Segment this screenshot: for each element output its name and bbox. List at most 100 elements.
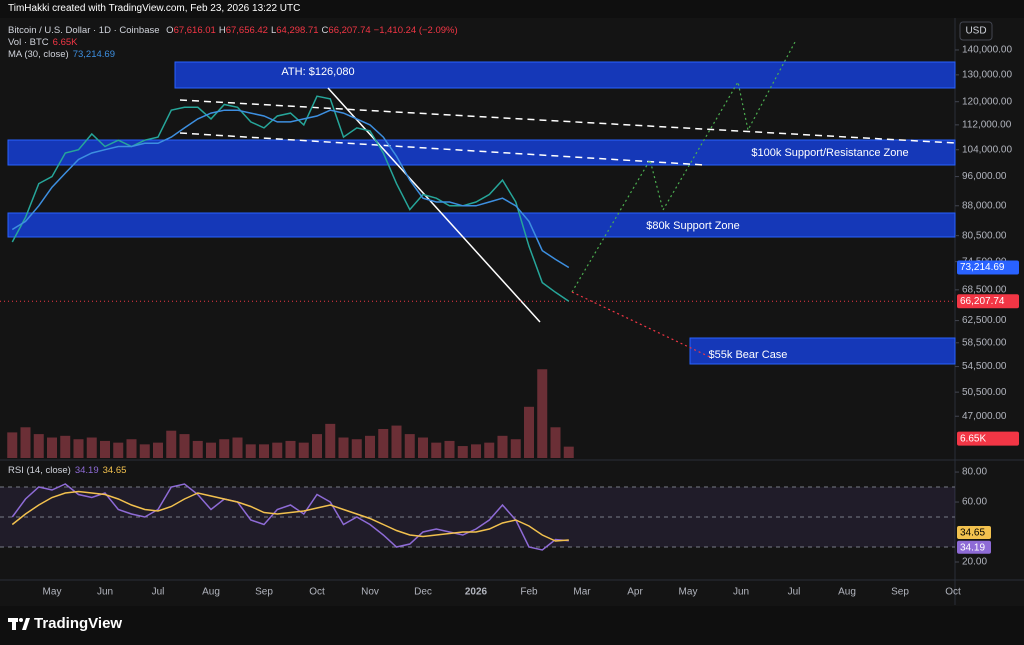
ohlc-value: 67,656.42 <box>225 25 268 36</box>
volume-legend: Vol · BTC 6.65K <box>8 37 81 48</box>
volume-bar <box>73 439 84 458</box>
y-tick-label: 60.00 <box>962 497 987 508</box>
price-line <box>11 109 570 269</box>
volume-bar <box>192 440 203 458</box>
attribution: TimHakki created with TradingView.com, F… <box>8 3 301 14</box>
price-line <box>11 95 570 302</box>
y-tick-label: 104,000.00 <box>962 144 1012 155</box>
volume-bar <box>431 442 442 458</box>
ohlc-value: 64,298.71 <box>276 25 319 36</box>
x-tick-label: Jul <box>788 587 801 598</box>
brand-name: TradingView <box>34 615 122 632</box>
support-zone <box>7 212 956 238</box>
rsi-badge-bg <box>957 540 991 554</box>
y-tick-label: 54,500.00 <box>962 361 1007 372</box>
volume-bar <box>113 442 124 458</box>
ma-value: 73,214.69 <box>72 49 115 60</box>
y-tick-label: 20.00 <box>962 557 987 568</box>
x-tick-label: Mar <box>573 587 591 598</box>
volume-bar <box>86 437 97 458</box>
volume-bar <box>47 437 57 458</box>
x-tick-label: 2026 <box>465 587 488 598</box>
volume-bar <box>126 439 137 458</box>
x-tick-label: Oct <box>309 587 325 598</box>
y-tick-label: 62,500.00 <box>962 315 1007 326</box>
volume-bar <box>166 430 177 458</box>
x-tick-label: Sep <box>891 587 909 598</box>
ohlc-item: L64,298.71 <box>271 25 319 36</box>
y-tick-label: 88,000.00 <box>962 200 1007 211</box>
volume-bar <box>100 440 110 458</box>
y-tick-label: 47,000.00 <box>962 411 1007 422</box>
volume-bar <box>351 439 362 458</box>
x-tick-label: May <box>43 587 62 598</box>
ohlc-item: C66,207.74 <box>322 25 371 36</box>
rsi-badge: 34.65 <box>960 528 985 539</box>
annotation: $55k Bear Case <box>709 349 788 361</box>
bear-projection <box>571 291 711 358</box>
ohlc-key: H <box>218 25 226 36</box>
symbol: Bitcoin / U.S. Dollar · 1D · Coinbase <box>8 25 160 36</box>
chart-background <box>0 18 1024 606</box>
volume-bar <box>325 423 336 458</box>
x-tick-label: Sep <box>255 587 273 598</box>
volume-bar <box>471 444 481 458</box>
rsi-ma-value: 34.65 <box>102 465 127 476</box>
volume-bar <box>444 440 455 458</box>
brand-logo <box>8 618 30 630</box>
annotation: $100k Support/Resistance Zone <box>751 147 908 159</box>
y-tick-label: 58,500.00 <box>962 337 1007 348</box>
volume-bar <box>206 442 216 458</box>
volume-bar <box>219 439 230 458</box>
volume-value: 6.65K <box>52 37 78 48</box>
trend-line <box>179 99 956 144</box>
volume-bar <box>232 437 243 458</box>
currency-button[interactable] <box>959 21 993 41</box>
ma-legend: MA (30, close) 73,214.69 <box>8 49 119 60</box>
rsi-line <box>11 483 569 551</box>
price-badge-bg <box>957 294 1019 309</box>
price-badge: 73,214.69 <box>960 262 1005 273</box>
volume-bar <box>497 435 508 458</box>
volume-bar <box>312 434 322 458</box>
ohlc-item: O67,616.01 <box>166 25 216 36</box>
volume-bar <box>563 446 574 458</box>
volume-bar <box>537 369 548 458</box>
volume-bar <box>139 444 150 458</box>
y-tick-label: 96,000.00 <box>962 171 1007 182</box>
price-badge-bg <box>957 260 1019 275</box>
volume-bar <box>153 442 163 458</box>
y-tick-label: 120,000.00 <box>962 96 1012 107</box>
x-tick-label: Dec <box>414 587 432 598</box>
volume-bar <box>391 425 402 458</box>
volume-bar <box>60 435 71 458</box>
ma-name: MA (30, close) <box>8 49 69 60</box>
volume-bar <box>510 439 521 458</box>
volume-bar <box>259 444 269 458</box>
volume-bar <box>457 446 468 458</box>
price-badge: 66,207.74 <box>960 296 1005 307</box>
x-tick-label: May <box>679 587 698 598</box>
rsi-legend: RSI (14, close) 34.19 34.65 <box>8 465 130 476</box>
volume-bar <box>179 434 190 458</box>
x-tick-label: Oct <box>945 587 961 598</box>
annotation: $80k Support Zone <box>646 220 740 232</box>
y-tick-label: 130,000.00 <box>962 69 1012 80</box>
bear-zone <box>689 337 956 365</box>
volume-bar <box>404 434 415 458</box>
y-tick-label: 140,000.00 <box>962 45 1012 56</box>
ohlc-key: C <box>321 25 329 36</box>
x-tick-label: Aug <box>838 587 856 598</box>
volume-bar <box>245 444 256 458</box>
rsi-line <box>11 490 569 542</box>
y-tick-label: 68,500.00 <box>962 284 1007 295</box>
volume-bar <box>298 442 309 458</box>
x-tick-label: Jun <box>97 587 113 598</box>
volume-bar <box>378 428 389 458</box>
annotation: ATH: $126,080 <box>281 66 354 78</box>
ohlc-key: O <box>166 25 174 36</box>
rsi-badge: 34.19 <box>960 542 985 553</box>
volume-bar <box>7 432 18 458</box>
